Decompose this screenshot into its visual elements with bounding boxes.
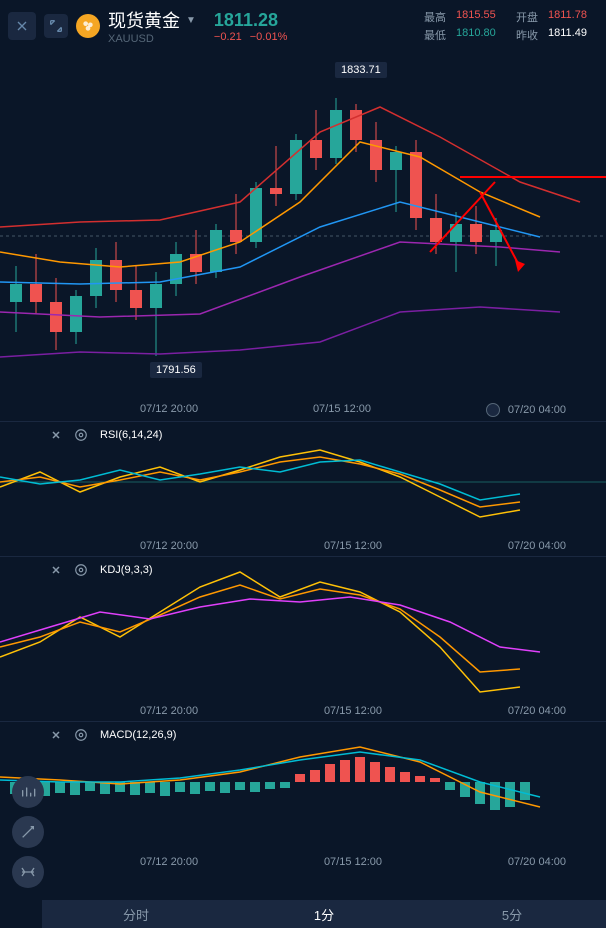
kdj-panel[interactable]: KDJ(9,3,3) 07/12 20:00 07/15 12:00 07/20… bbox=[0, 557, 606, 722]
symbol-selector[interactable]: 现货黄金 ▼ XAUUSD bbox=[108, 7, 196, 45]
fullscreen-icon[interactable] bbox=[44, 14, 68, 38]
last-price: 1811.28 bbox=[214, 10, 287, 31]
timeframe-bar: 分时 1分 5分 bbox=[42, 900, 606, 928]
price-block: 1811.28 −0.21 −0.01% bbox=[214, 10, 287, 43]
settings-icon[interactable] bbox=[74, 428, 88, 442]
gold-icon bbox=[76, 14, 100, 38]
draw-tool[interactable] bbox=[12, 816, 44, 848]
symbol-title: 现货黄金 bbox=[108, 7, 180, 33]
symbol-code: XAUUSD bbox=[108, 33, 196, 45]
tf-time[interactable]: 分时 bbox=[42, 900, 230, 928]
chart-header: 现货黄金 ▼ XAUUSD 1811.28 −0.21 −0.01% 最高 18… bbox=[0, 0, 606, 52]
close-icon[interactable] bbox=[50, 729, 62, 741]
ohlc-stats: 最高 1815.55 开盘 1811.78 最低 1810.80 昨收 1811… bbox=[424, 9, 598, 43]
low-price-label: 1791.56 bbox=[150, 362, 202, 378]
settings-icon[interactable] bbox=[74, 728, 88, 742]
macd-panel[interactable]: MACD(12,26,9) 07/12 20:00 07/15 12:00 07… bbox=[0, 722, 606, 872]
chevron-down-icon: ▼ bbox=[186, 15, 196, 26]
close-icon[interactable] bbox=[50, 564, 62, 576]
main-candlestick-chart[interactable]: 1833.71 1791.56 07/12 20:00 07/15 12:00 … bbox=[0, 52, 606, 422]
settings-icon[interactable] bbox=[74, 563, 88, 577]
indicators-tool[interactable] bbox=[12, 776, 44, 808]
price-change: −0.21 bbox=[214, 31, 242, 43]
rsi-panel[interactable]: RSI(6,14,24) 07/12 20:00 07/15 12:00 07/… bbox=[0, 422, 606, 557]
close-icon[interactable] bbox=[50, 429, 62, 441]
chart-area: 1833.71 1791.56 07/12 20:00 07/15 12:00 … bbox=[0, 52, 606, 872]
high-price-label: 1833.71 bbox=[335, 62, 387, 78]
scrubber-icon[interactable] bbox=[486, 403, 500, 417]
price-change-pct: −0.01% bbox=[250, 31, 288, 43]
close-icon[interactable] bbox=[8, 12, 36, 40]
tf-5min[interactable]: 5分 bbox=[418, 900, 606, 928]
tf-1min[interactable]: 1分 bbox=[230, 900, 418, 928]
compare-tool[interactable] bbox=[12, 856, 44, 888]
